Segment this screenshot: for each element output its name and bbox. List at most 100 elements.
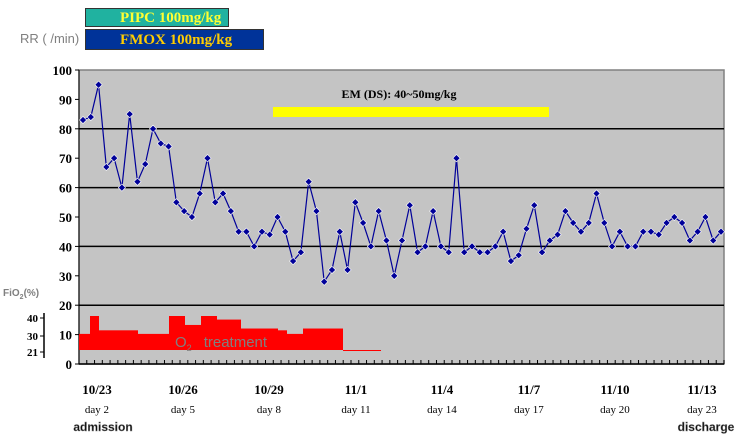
rr-data-point <box>592 189 601 198</box>
rr-data-point <box>670 212 679 222</box>
rr-data-point <box>149 124 158 133</box>
rr-data-point <box>180 207 189 216</box>
rr-data-point <box>499 227 508 236</box>
rr-data-point <box>693 227 702 236</box>
rr-data-point <box>662 218 671 227</box>
rr-data-point <box>304 177 313 186</box>
rr-data-point <box>584 218 593 227</box>
rr-data-point <box>320 277 329 286</box>
rr-data-point <box>117 183 126 192</box>
rr-data-point <box>460 248 469 257</box>
x-date-label: 11/4 <box>431 382 454 397</box>
rr-axis-label: RR ( /min) <box>20 31 80 46</box>
x-date-label: 11/7 <box>518 382 541 397</box>
fio2-axis-label: FiO2(%) <box>3 288 40 301</box>
rr-data-point <box>538 248 547 257</box>
rr-data-point <box>219 189 228 198</box>
fio2-tick-label: 40 <box>27 313 39 325</box>
rr-data-point <box>623 242 632 251</box>
fio2-tick-label: 30 <box>27 331 39 343</box>
rr-data-point <box>343 265 352 274</box>
o2-treatment-label: O2 treatment <box>175 334 268 353</box>
rr-data-point <box>429 207 438 216</box>
x-date-label: 10/23 <box>82 382 112 397</box>
rr-data-point <box>359 218 368 227</box>
rr-data-point <box>397 236 407 245</box>
rr-data-point <box>553 230 562 239</box>
x-note-label: admission <box>73 420 132 434</box>
rr-data-point <box>615 227 624 236</box>
rr-data-point <box>545 236 554 245</box>
y-tick-label: 50 <box>59 210 72 225</box>
rr-data-point <box>475 248 484 257</box>
rr-data-point <box>421 242 430 251</box>
x-day-label: day 8 <box>257 404 282 416</box>
rr-data-point <box>78 115 88 125</box>
x-date-label: 11/13 <box>688 382 717 397</box>
rr-data-point <box>203 154 212 163</box>
rr-data-point <box>296 248 305 257</box>
rr-data-point <box>491 242 500 251</box>
x-day-label: day 20 <box>600 404 630 416</box>
x-day-label: day 2 <box>85 404 109 416</box>
rr-data-point <box>685 236 694 245</box>
y-tick-label: 30 <box>59 269 72 284</box>
rr-data-point <box>444 248 453 257</box>
o2-step <box>185 324 201 350</box>
rr-data-point <box>141 160 150 169</box>
rr-data-point <box>110 154 119 163</box>
x-day-label: day 17 <box>514 404 544 416</box>
rr-data-point <box>164 142 173 151</box>
rr-data-point <box>195 189 204 198</box>
o2-step <box>217 319 241 350</box>
rr-data-point <box>366 242 375 251</box>
rr-data-point <box>211 198 220 207</box>
rr-data-point <box>608 242 617 251</box>
rr-data-point <box>374 207 383 216</box>
rr-data-point <box>281 227 290 236</box>
x-date-label: 11/10 <box>601 382 630 397</box>
rr-data-point <box>234 227 243 236</box>
rr-data-point <box>382 236 391 245</box>
y-tick-label: 20 <box>59 298 72 313</box>
x-day-label: day 23 <box>687 404 717 416</box>
rr-data-point <box>226 207 235 216</box>
o2-step <box>169 316 185 350</box>
fmox-drug-label: FMOX 100mg/kg <box>120 32 233 48</box>
x-day-label: day 5 <box>171 404 196 416</box>
o2-step <box>90 316 99 350</box>
rr-data-point <box>86 113 95 122</box>
rr-data-point <box>327 265 336 274</box>
rr-data-point <box>639 227 648 236</box>
y-tick-label: 80 <box>59 122 72 137</box>
rr-data-point <box>483 248 492 257</box>
rr-data-point <box>506 257 515 266</box>
rr-data-point <box>335 227 344 236</box>
y-tick-label: 90 <box>59 92 72 107</box>
rr-data-point <box>678 218 687 227</box>
rr-data-point <box>436 242 445 251</box>
y-tick-label: 60 <box>59 181 72 196</box>
rr-data-point <box>468 242 477 251</box>
o2-step <box>343 350 381 351</box>
o2-step <box>303 328 343 350</box>
rr-data-point <box>530 201 539 210</box>
rr-data-point <box>576 227 585 236</box>
rr-data-point <box>716 227 726 236</box>
x-date-label: 11/1 <box>345 382 367 397</box>
rr-data-point <box>187 212 196 222</box>
rr-data-point <box>172 198 181 207</box>
rr-data-point <box>125 110 134 119</box>
em-treatment-label: EM (DS): 40~50mg/kg <box>342 87 457 101</box>
x-day-label: day 11 <box>341 404 370 416</box>
em-treatment-bar <box>273 107 549 117</box>
rr-data-point <box>250 242 259 251</box>
rr-data-point <box>452 154 461 163</box>
rr-data-point <box>654 230 663 239</box>
pipc-drug-label: PIPC 100mg/kg <box>120 10 222 26</box>
rr-data-point <box>709 236 718 245</box>
rr-data-point <box>102 162 111 172</box>
rr-data-point <box>561 207 570 216</box>
rr-data-point <box>569 218 578 227</box>
